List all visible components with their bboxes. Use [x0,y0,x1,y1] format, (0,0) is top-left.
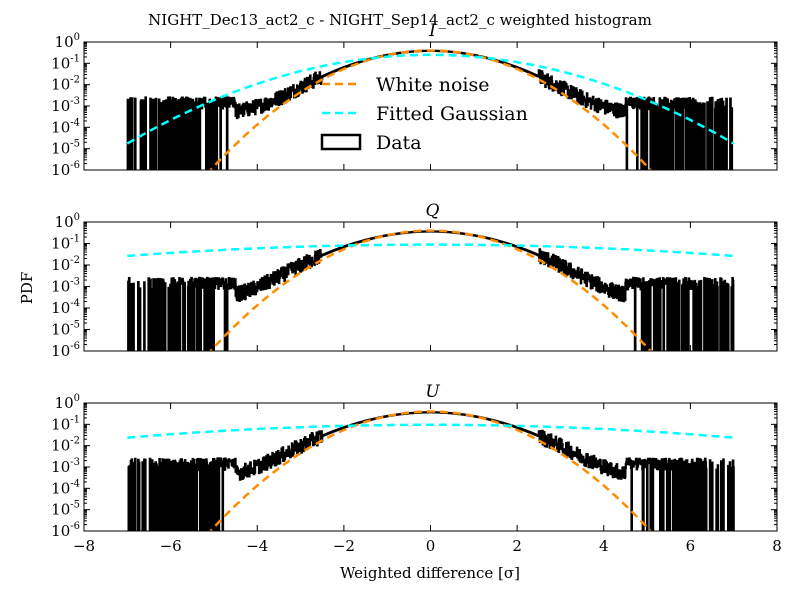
panel-i: I 100 10-1 10-2 10-3 10-4 10-5 10-6 [51,21,778,179]
x-tick-label: −6 [160,537,182,555]
y-tick-label: 10-4 [51,117,80,136]
y-tick-label: 10-5 [51,320,80,339]
y-tick-label: 10-6 [51,160,80,179]
legend-label: Data [376,132,422,154]
fitted-gaussian-curve-q [127,243,734,258]
y-tick-label: 10-5 [51,139,80,158]
x-tick-label: −8 [73,537,95,555]
y-tick-label: 100 [55,32,80,51]
legend-label: Fitted Gaussian [376,103,528,125]
white-noise-curve-i [208,49,653,170]
plot-area [127,410,735,531]
y-tick-label: 10-3 [51,457,80,476]
panel-q: Q 100 10-1 10-2 10-3 10-4 10-5 10-6 [51,201,778,360]
panel-title: I [428,21,436,41]
y-tick-label: 10-3 [51,277,80,296]
y-tick-label: 10-3 [51,96,80,115]
y-tick-label: 100 [55,212,80,231]
y-tick-label: 100 [55,393,80,412]
x-tick-label: −4 [246,537,268,555]
panel-u: U 100 10-1 10-2 10-3 10-4 10-5 10-6−8 −6 −4 −2 0 2 4 6… [51,382,782,555]
y-tick-label: 10-1 [51,234,80,253]
y-tick-label: 10-2 [51,436,80,455]
y-tick-label: 10-6 [51,341,80,360]
panel-title: U [425,382,440,402]
panels-group: I 100 10-1 10-2 10-3 10-4 10-5 10-6 Q 100 10-1 10-2… [51,21,782,555]
y-tick-label: 10-5 [51,500,80,519]
plot-area [127,229,735,351]
y-tick-label: 10-1 [51,53,80,72]
fitted-gaussian-curve-u [127,423,734,439]
white-noise-curve-u [208,410,653,531]
legend: White noise Fitted Gaussian Data [320,74,528,154]
y-tick-label: 10-4 [51,298,80,317]
y-tick-label: 10-2 [51,75,80,94]
plot-area [126,49,735,170]
x-tick-label: 2 [512,537,522,555]
y-tick-label: 10-6 [51,521,80,540]
legend-swatch [320,133,362,151]
panel-title: Q [426,201,440,221]
x-tick-label: −2 [333,537,355,555]
x-tick-label: 8 [772,537,782,555]
figure-title: NIGHT_Dec13_act2_c - NIGHT_Sep14_act2_c … [148,11,652,29]
fitted-gaussian-curve-i [126,53,735,145]
y-tick-label: 10-4 [51,478,80,497]
y-tick-label: 10-1 [51,414,80,433]
y-axis-label: PDF [18,272,36,305]
x-tick-label: 6 [686,537,696,555]
white-noise-curve-q [208,229,653,351]
y-tick-label: 10-2 [51,255,80,274]
legend-label: White noise [376,74,490,96]
x-tick-label: 4 [599,537,609,555]
x-axis-label: Weighted difference [σ] [340,564,520,582]
x-tick-label: 0 [426,537,436,555]
